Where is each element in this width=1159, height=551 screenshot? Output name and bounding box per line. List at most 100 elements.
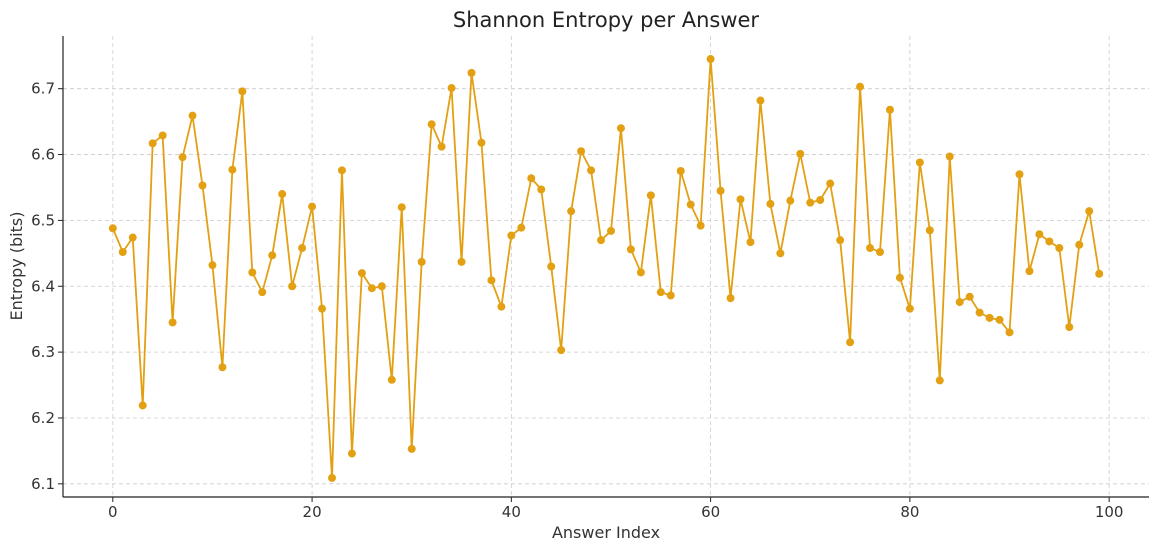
data-point	[726, 294, 735, 303]
data-point	[318, 304, 327, 313]
data-point	[895, 273, 904, 282]
data-point	[776, 249, 785, 258]
data-point	[238, 87, 247, 96]
series-line	[111, 58, 1101, 479]
data-point	[417, 257, 426, 266]
data-point	[168, 318, 177, 327]
data-point	[1095, 269, 1104, 278]
data-point	[666, 291, 675, 300]
data-point	[606, 226, 615, 235]
data-point	[517, 223, 526, 232]
data-point	[507, 231, 516, 240]
data-point	[447, 84, 456, 93]
data-point	[118, 248, 127, 257]
data-point	[1025, 267, 1034, 276]
x-tick-label: 0	[108, 503, 118, 521]
data-point	[995, 315, 1004, 324]
data-point	[786, 196, 795, 205]
data-point	[885, 105, 894, 114]
data-point	[577, 147, 586, 156]
series-entropy	[108, 55, 1104, 482]
data-point	[1045, 237, 1054, 246]
data-point	[407, 444, 416, 453]
data-point	[935, 376, 944, 385]
data-point	[367, 284, 376, 293]
data-point	[975, 308, 984, 317]
data-point	[527, 174, 536, 183]
y-tick-label: 6.4	[31, 277, 55, 295]
data-point	[1055, 244, 1064, 253]
data-point	[706, 55, 715, 64]
data-point	[138, 401, 147, 410]
data-point	[278, 190, 287, 199]
grid	[63, 36, 1149, 497]
data-point	[1085, 207, 1094, 216]
y-tick-label: 6.5	[31, 211, 55, 229]
data-point	[736, 195, 745, 204]
data-point	[676, 167, 685, 176]
data-point	[915, 158, 924, 167]
data-point	[108, 224, 117, 233]
data-point	[1065, 323, 1074, 332]
data-point	[945, 152, 954, 161]
data-point	[686, 200, 695, 209]
data-point	[337, 166, 346, 175]
data-point	[308, 202, 317, 211]
data-point	[836, 236, 845, 245]
data-point	[826, 179, 835, 188]
data-point	[457, 257, 466, 266]
data-point	[796, 149, 805, 158]
data-point	[547, 262, 556, 271]
data-point	[905, 304, 914, 313]
data-point	[1075, 240, 1084, 249]
axes: 0 20 40 60 80 100 6.1 6.2 6.3 6.4 6.5 6.6 6.7	[31, 36, 1149, 521]
data-point	[128, 233, 137, 242]
data-point	[427, 120, 436, 129]
data-point	[148, 139, 157, 148]
data-point	[1005, 328, 1014, 337]
data-point	[377, 282, 386, 291]
data-point	[188, 111, 197, 120]
y-tick-label: 6.7	[31, 80, 55, 98]
data-point	[636, 268, 645, 277]
y-tick-label: 6.6	[31, 146, 55, 164]
x-tick-label: 100	[1095, 503, 1124, 521]
data-point	[766, 199, 775, 208]
data-point	[746, 238, 755, 247]
data-point	[696, 221, 705, 230]
data-point	[955, 298, 964, 307]
data-point	[856, 82, 865, 91]
data-point	[985, 313, 994, 322]
data-point	[387, 375, 396, 384]
data-point	[467, 68, 476, 77]
data-point	[925, 226, 934, 235]
data-point	[208, 261, 217, 270]
y-tick-label: 6.2	[31, 409, 55, 427]
x-axis-label: Answer Index	[552, 523, 660, 542]
data-point	[288, 282, 297, 291]
data-point	[328, 473, 337, 482]
data-point	[298, 244, 307, 253]
data-point	[756, 96, 765, 105]
data-point	[816, 195, 825, 204]
data-point	[1035, 230, 1044, 239]
data-point	[178, 153, 187, 162]
data-point	[567, 207, 576, 216]
data-point	[587, 166, 596, 175]
x-tick-label: 80	[900, 503, 919, 521]
data-point	[268, 251, 277, 260]
data-point	[477, 138, 486, 147]
chart-title: Shannon Entropy per Answer	[453, 8, 759, 32]
data-point	[437, 142, 446, 151]
data-point	[846, 338, 855, 347]
data-point	[806, 198, 815, 207]
x-tick-label: 40	[502, 503, 521, 521]
data-point	[487, 276, 496, 285]
data-point	[228, 165, 237, 174]
data-point	[258, 288, 267, 297]
x-tick-label: 20	[303, 503, 322, 521]
data-point	[866, 244, 875, 253]
x-tick-label: 60	[701, 503, 720, 521]
data-point	[557, 346, 566, 355]
